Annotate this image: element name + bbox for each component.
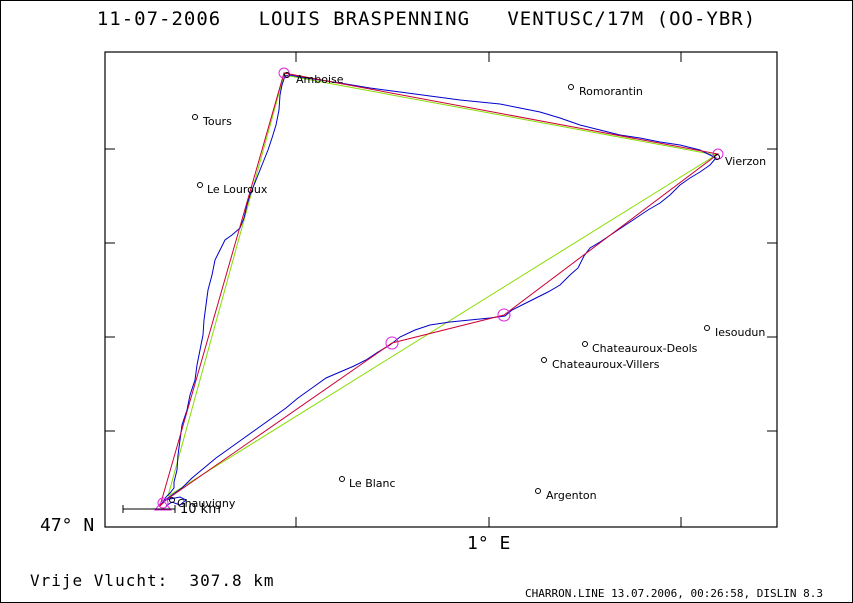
town-argenton: Argenton	[546, 489, 597, 502]
town-chauvigny: Chauvigny	[177, 497, 236, 510]
town-le-blanc: Le Blanc	[349, 477, 396, 490]
start-marker	[153, 499, 173, 511]
town-vierzon: Vierzon	[725, 155, 766, 168]
lat-axis-label: 47° N	[40, 515, 95, 536]
page-title: 11-07-2006 LOUIS BRASPENNING VENTUSC/17M…	[0, 8, 853, 30]
turnpoints	[157, 67, 724, 509]
town-issoudun: Iesoudun	[715, 326, 765, 339]
gps-track	[159, 74, 717, 507]
town-le-louroux: Le Louroux	[207, 183, 268, 196]
glider-info: VENTUSC/17M (OO-YBR)	[507, 8, 757, 30]
map-frame	[104, 51, 778, 528]
flight-date: 11-07-2006	[96, 8, 222, 30]
scale-bar	[122, 505, 176, 513]
fai-triangle	[167, 74, 718, 497]
lon-axis-label: 1° E	[467, 533, 511, 554]
flight-summary: Vrije Vlucht: 307.8 km	[30, 571, 275, 590]
footer-source: CHARRON.LINE 13.07.2006, 00:26:58, DISLI…	[524, 587, 823, 600]
town-markers	[169, 72, 720, 503]
task-route	[159, 72, 720, 507]
axis-ticks	[105, 52, 777, 527]
town-chateauroux-villers: Chateauroux-Villers	[552, 358, 660, 371]
pilot-name: LOUIS BRASPENNING	[258, 8, 471, 30]
flight-distance: 307.8 km	[189, 571, 275, 590]
town-romorantin: Romorantin	[579, 85, 643, 98]
town-tours: Tours	[202, 115, 232, 128]
scale-bar-label: 10 km	[180, 502, 221, 517]
town-chateauroux-deols: Chateauroux-Deols	[592, 342, 698, 355]
flight-type-label: Vrije Vlucht:	[30, 571, 169, 590]
town-amboise: Amboise	[296, 73, 344, 86]
